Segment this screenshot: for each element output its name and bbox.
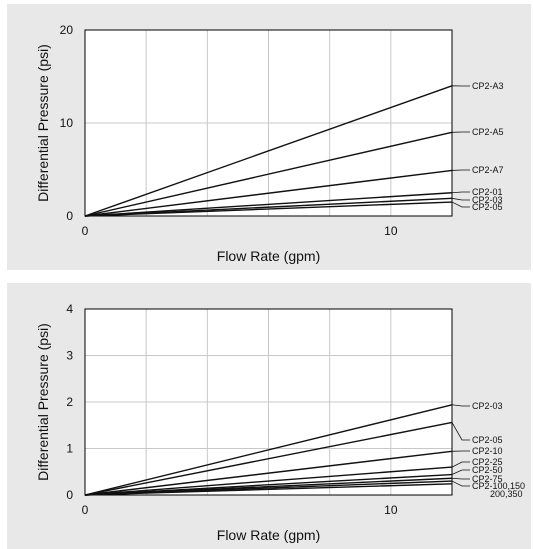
series-leader-line [452, 470, 470, 475]
y-tick-label: 10 [60, 116, 74, 130]
chart-bottom: 0 1 2 3 4 0 10 Flow Rate (gpm) Differential Pres… [7, 283, 531, 549]
y-tick-label: 20 [60, 23, 74, 37]
y-tick-label: 2 [66, 395, 73, 409]
series-leader-line [452, 405, 470, 406]
y-tick-label: 0 [66, 209, 73, 223]
series-leader-line [452, 478, 470, 479]
series-label: 200,350 [490, 489, 523, 499]
chart-panel-bottom: 0 1 2 3 4 0 10 Flow Rate (gpm) Differential Pres… [7, 283, 531, 549]
series-label: CP2-03 [472, 401, 503, 411]
y-axis-title: Differential Pressure (psi) [35, 44, 51, 202]
y-tick-label: 1 [66, 442, 73, 456]
series-leader-line [452, 192, 470, 193]
x-tick-label: 10 [384, 503, 398, 517]
x-axis-title: Flow Rate (gpm) [217, 527, 320, 543]
x-axis-title: Flow Rate (gpm) [217, 248, 320, 264]
series-leader-line [452, 481, 470, 486]
series-label: CP2-A5 [472, 127, 504, 137]
series-label: CP2-05 [472, 435, 503, 445]
x-tick-label: 10 [384, 224, 398, 238]
y-tick-label: 0 [66, 488, 73, 502]
series-leader-line [452, 462, 470, 467]
chart-panel-top: 0 10 20 0 10 Flow Rate (gpm) Differential Pres… [7, 4, 531, 270]
series-leader-line [452, 422, 470, 440]
series-label: CP2-05 [472, 202, 503, 212]
series-leader-line [452, 198, 470, 200]
chart-top: 0 10 20 0 10 Flow Rate (gpm) Differential Pres… [7, 4, 531, 270]
x-tick-label: 0 [82, 224, 89, 238]
x-tick-label: 0 [82, 503, 89, 517]
y-tick-label: 3 [66, 349, 73, 363]
series-label: CP2-10 [472, 446, 503, 456]
series-label: CP2-A7 [472, 165, 504, 175]
series-leader-line [452, 202, 470, 207]
y-axis-title: Differential Pressure (psi) [35, 323, 51, 481]
y-tick-label: 4 [66, 302, 73, 316]
series-label: CP2-A3 [472, 81, 504, 91]
